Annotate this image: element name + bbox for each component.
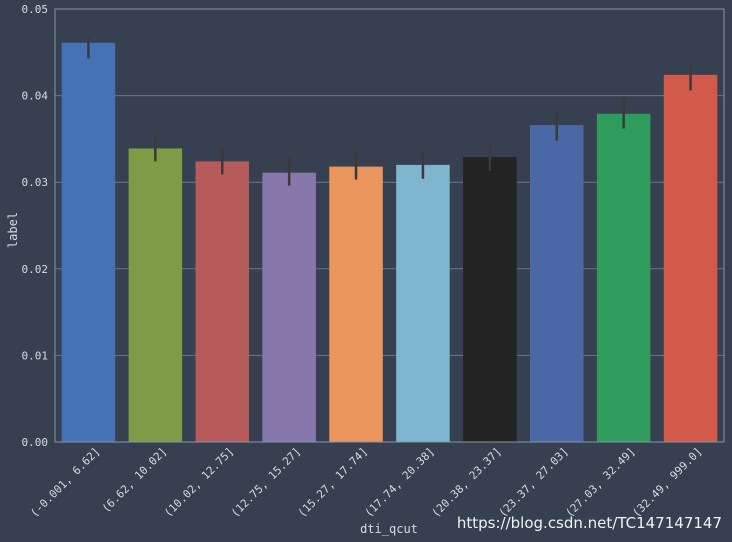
error-bars — [87, 36, 692, 186]
x-tick-label: (32.49, 999.0] — [630, 445, 705, 520]
bar — [596, 113, 651, 442]
y-tick-label: 0.03 — [22, 176, 49, 189]
x-tick-label: (17.74, 20.38] — [362, 445, 437, 520]
x-tick-label: (10.02, 12.75] — [162, 445, 237, 520]
x-tick-label: (6.62, 10.02] — [99, 445, 169, 515]
y-tick-label: 0.02 — [22, 263, 49, 276]
bar — [529, 125, 584, 442]
plot-frame — [54, 8, 725, 443]
watermark: https://blog.csdn.net/TC147147147 — [457, 514, 722, 532]
x-tick-label: (-0.001, 6.62] — [28, 445, 103, 520]
x-tick-label: (23.37, 27.03] — [496, 445, 571, 520]
bar — [61, 42, 116, 443]
y-tick-labels: 0.00 0.01 0.02 0.03 0.04 0.05 — [22, 3, 49, 449]
bar — [329, 166, 383, 442]
x-tick-label: (12.75, 15.27] — [229, 445, 304, 520]
x-tick-labels: (-0.001, 6.62](6.62, 10.02](10.02, 12.75… — [28, 445, 705, 520]
y-tick-label: 0.00 — [22, 436, 49, 449]
bar — [663, 74, 718, 442]
y-tick-label: 0.04 — [22, 90, 49, 103]
bar — [463, 157, 517, 442]
x-tick-label: (20.38, 23.37] — [429, 445, 504, 520]
y-tick-label: 0.05 — [22, 3, 49, 16]
bar — [396, 164, 450, 442]
bar — [128, 148, 183, 442]
bars — [61, 42, 718, 443]
bar — [262, 172, 316, 442]
bar — [195, 161, 250, 442]
y-axis-label: label — [6, 212, 20, 248]
x-tick-label: (15.27, 17.74] — [295, 445, 370, 520]
x-axis-label: dti_qcut — [360, 522, 418, 536]
x-tick-label: (27.03, 32.49] — [563, 445, 638, 520]
y-tick-label: 0.01 — [22, 349, 49, 362]
